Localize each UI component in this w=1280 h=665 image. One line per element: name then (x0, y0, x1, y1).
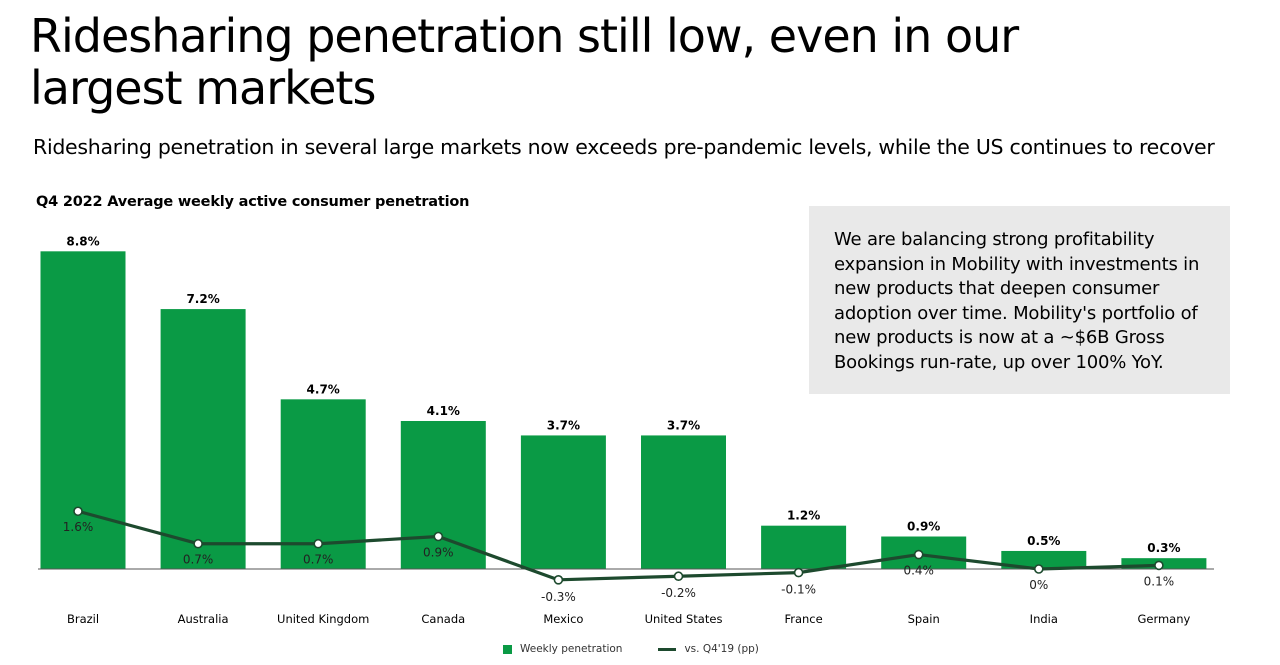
legend-item-line: vs. Q4'19 (pp) (658, 643, 759, 655)
bar-0 (40, 251, 126, 569)
legend-item-bars: Weekly penetration (503, 643, 622, 655)
line-point-9 (1154, 560, 1164, 571)
page-subtitle: Ridesharing penetration in several large… (33, 135, 1215, 159)
category-label-6: France (784, 612, 822, 626)
bar-value-label-8: 0.5% (1027, 534, 1060, 548)
labels-layer: 8.8% Brazil 7.2% Australia 4.7% United Kingdo… (63, 234, 1191, 626)
line-point-8 (1034, 564, 1044, 574)
line-value-label-3: 0.9% (423, 546, 454, 560)
legend-bar-swatch (503, 644, 512, 654)
bar-5 (641, 435, 726, 569)
chart-title: Q4 2022 Average weekly active consumer p… (36, 194, 470, 210)
bar-value-label-4: 3.7% (547, 418, 580, 432)
chart-legend: Weekly penetration vs. Q4'19 (pp) (503, 643, 795, 655)
line-value-label-1: 0.7% (183, 553, 214, 567)
category-label-5: United States (645, 612, 723, 626)
line-value-label-4: -0.3% (541, 590, 576, 604)
bar-value-label-1: 7.2% (186, 292, 219, 306)
category-label-0: Brazil (67, 612, 99, 626)
line-value-label-9: 0.1% (1144, 574, 1175, 588)
line-value-label-6: -0.1% (781, 583, 816, 597)
category-label-4: Mexico (543, 612, 583, 626)
bar-7 (881, 536, 967, 569)
legend-line-label: vs. Q4'19 (pp) (684, 643, 759, 655)
page-title: Ridesharing penetration still low, even … (30, 9, 1019, 115)
bar-9 (1121, 558, 1207, 569)
category-label-9: Germany (1137, 612, 1190, 626)
bar-6 (761, 525, 847, 569)
bar-4 (520, 435, 606, 569)
line-point-4 (553, 575, 564, 585)
bar-value-label-5: 3.7% (667, 418, 700, 432)
bar-value-label-6: 1.2% (787, 509, 820, 523)
change-line (77, 509, 1159, 582)
line-point-3 (433, 531, 444, 542)
category-label-8: India (1030, 612, 1058, 626)
callout-box: We are balancing strong profitability ex… (809, 206, 1230, 394)
line-layer (73, 506, 1164, 585)
line-value-label-0: 1.6% (63, 520, 94, 534)
bar-value-label-0: 8.8% (66, 234, 99, 248)
category-label-2: United Kingdom (277, 612, 369, 626)
line-point-6 (793, 567, 804, 578)
bar-3 (400, 420, 486, 569)
line-value-label-2: 0.7% (303, 553, 334, 567)
bar-value-label-3: 4.1% (427, 404, 460, 418)
category-label-7: Spain (908, 612, 940, 626)
legend-bar-label: Weekly penetration (520, 643, 623, 655)
line-point-0 (73, 506, 83, 517)
line-point-1 (193, 538, 203, 549)
bar-1 (160, 309, 246, 569)
line-value-label-5: -0.2% (661, 586, 696, 600)
bar-8 (1001, 550, 1087, 569)
bar-value-label-7: 0.9% (907, 520, 940, 534)
bar-value-label-9: 0.3% (1147, 541, 1180, 555)
line-point-7 (913, 549, 924, 560)
line-point-5 (673, 571, 684, 582)
line-value-label-7: 0.4% (903, 564, 934, 578)
line-value-label-8: 0% (1029, 578, 1048, 592)
category-label-3: Canada (421, 612, 465, 626)
legend-line-swatch (658, 647, 677, 651)
bar-value-label-2: 4.7% (307, 382, 340, 396)
line-point-2 (313, 538, 324, 549)
bars-layer (40, 251, 1207, 569)
callout-text: We are balancing strong profitability ex… (834, 229, 1200, 373)
category-label-1: Australia (178, 612, 229, 626)
